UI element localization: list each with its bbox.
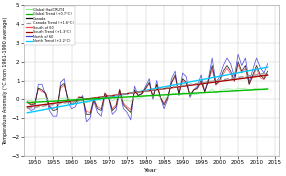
Legend: Global HadCRUT4, Global Trend (+0.7°C), Canada, Canada Trend (+1.6°C), South of : Global HadCRUT4, Global Trend (+0.7°C), … bbox=[24, 6, 75, 45]
Y-axis label: Temperature Anomaly (°C from 1961-1990 average): Temperature Anomaly (°C from 1961-1990 a… bbox=[3, 16, 9, 145]
X-axis label: Year: Year bbox=[144, 168, 158, 172]
